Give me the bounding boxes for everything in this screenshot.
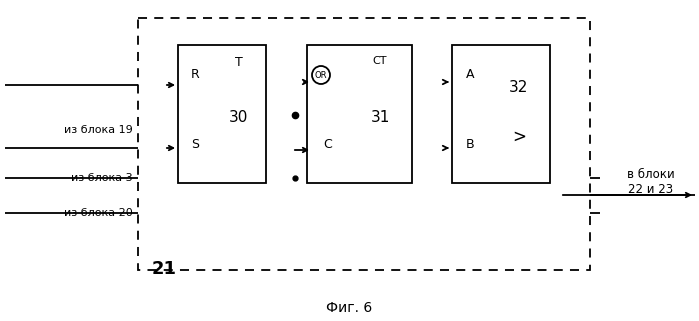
Bar <box>452 45 550 183</box>
Text: C: C <box>324 138 333 152</box>
Text: B: B <box>466 138 475 152</box>
Text: 21: 21 <box>152 260 177 278</box>
Text: >: > <box>512 128 526 146</box>
Bar <box>138 18 590 270</box>
Text: A: A <box>466 68 474 82</box>
Text: T: T <box>235 56 243 70</box>
Text: 30: 30 <box>229 109 249 125</box>
Text: из блока 3: из блока 3 <box>71 173 133 183</box>
Text: OR: OR <box>315 71 327 80</box>
Text: 32: 32 <box>510 80 528 94</box>
Text: S: S <box>191 138 199 152</box>
Bar <box>178 45 266 183</box>
Text: 31: 31 <box>370 109 389 125</box>
Text: из блока 19: из блока 19 <box>64 125 133 135</box>
Text: Фиг. 6: Фиг. 6 <box>326 301 372 315</box>
Text: в блоки
22 и 23: в блоки 22 и 23 <box>627 168 675 196</box>
Text: из блока 20: из блока 20 <box>64 208 133 218</box>
Text: R: R <box>191 68 199 82</box>
Bar <box>307 45 412 183</box>
Text: CT: CT <box>373 56 387 66</box>
